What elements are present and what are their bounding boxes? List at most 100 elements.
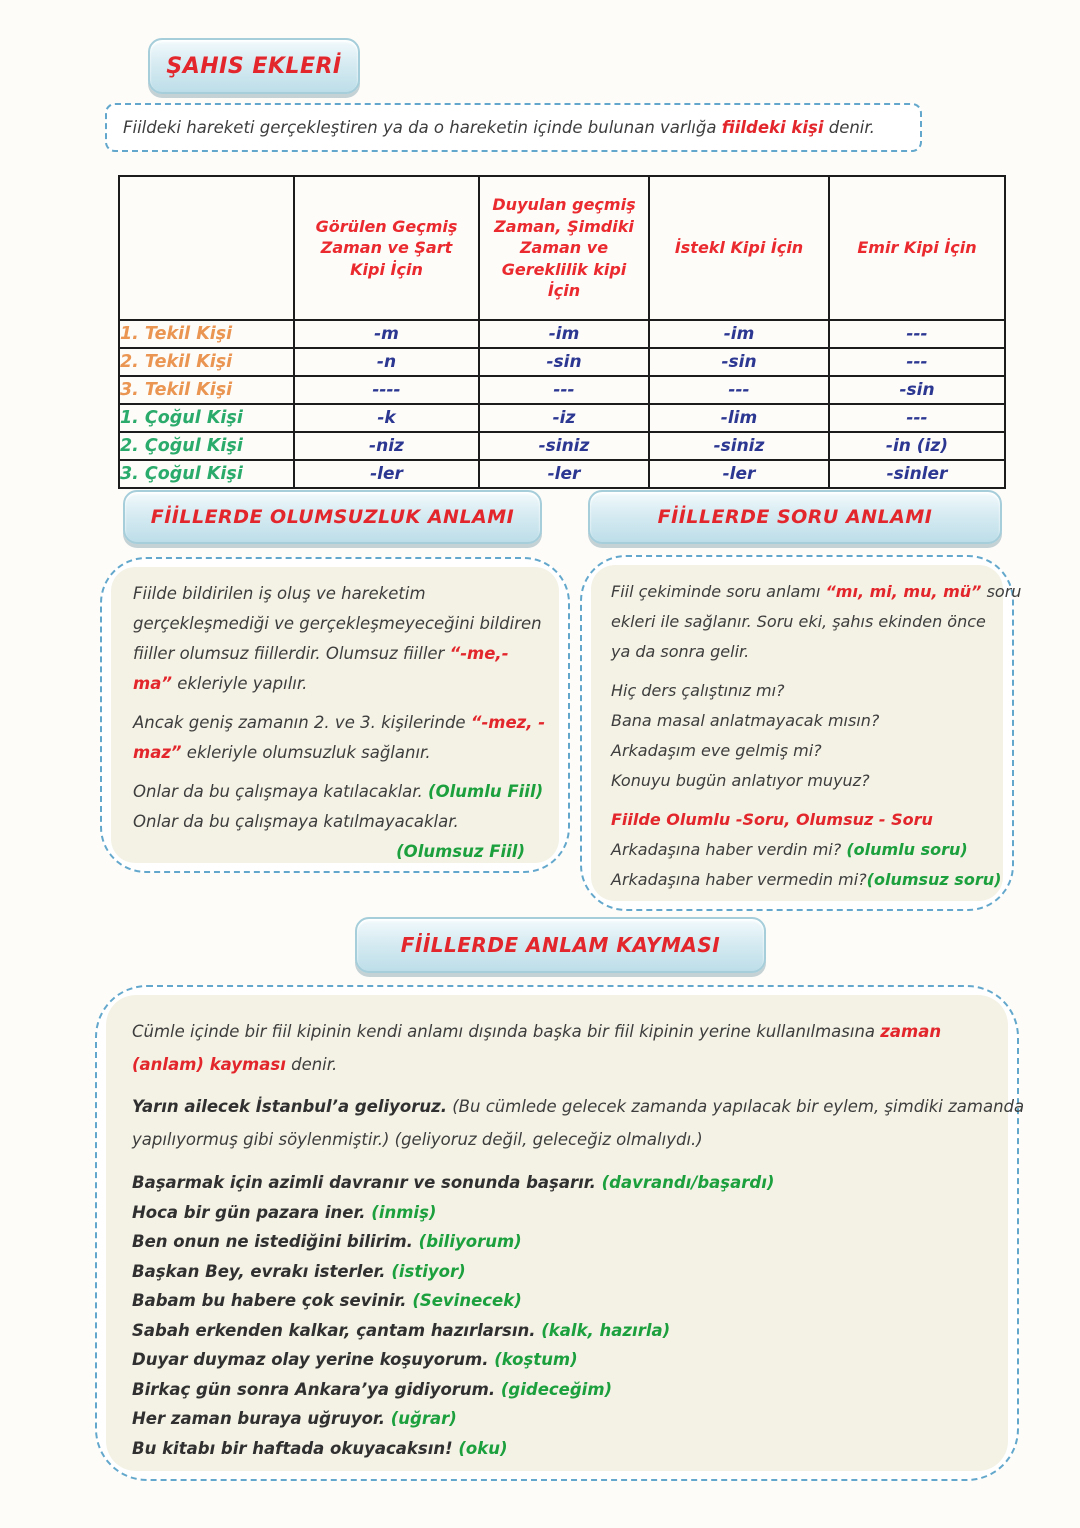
suffix-cell: ---- [293,375,480,405]
suffix-cell: -sin [648,347,830,377]
suffix-cell: -n [293,347,480,377]
negation-suffix-mez-maz: maz” [133,743,182,762]
example-sentence: Yarın ailecek İstanbul’a geliyoruz. [132,1097,447,1116]
example-note: (uğrar) [390,1409,457,1428]
question-text: Fiil çekiminde soru anlamı [611,582,826,601]
negation-text: ekleriyle olumsuzluk sağlanır. [181,743,431,762]
negation-suffix-me-ma: ma” [133,674,172,693]
shift-example: Başarmak için azimli davranır ve sonunda… [132,1168,1008,1198]
suffix-cell: -sin [828,375,1006,405]
intro-highlight: fiildeki kişi [721,118,824,137]
shift-example-list: Başarmak için azimli davranır ve sonunda… [132,1168,1008,1463]
negation-example: Onlar da bu çalışmaya katılmayacaklar. [133,812,459,831]
header-emir-kipi: Emir Kipi İçin [828,175,1006,321]
row-label: 2. Çoğul Kişi [118,431,295,461]
suffix-cell: -ler [478,459,650,489]
suffix-cell: --- [828,319,1006,349]
negation-line: fiiller olumsuz fiillerdir. Olumsuz fiil… [133,639,559,669]
row-label: 3. Çoğul Kişi [118,459,295,489]
question-particles: “mı, mi, mu, mü” [825,582,982,601]
shift-main-example-line: yapılıyormuş gibi söylenmiştir.) (geliyo… [132,1130,703,1149]
suffix-cell: -im [478,319,650,349]
example-note: (Olumlu Fiil) [428,782,544,801]
suffix-cell: -siniz [478,431,650,461]
suffix-cell: -siniz [648,431,830,461]
shift-example: Birkaç gün sonra Ankara’ya gidiyorum. (g… [132,1375,1008,1405]
header-duyulan-gecmis: Duyulan geçmiş Zaman, Şimdiki Zaman ve G… [478,175,650,321]
example-sentence: Başarmak için azimli davranır ve sonunda… [132,1173,602,1192]
suffix-cell: -lim [648,403,830,433]
header-gorulen-gecmis: Görülen Geçmiş Zaman ve Şart Kipi İçin [293,175,480,321]
question-line: Fiil çekiminde soru anlamı “mı, mi, mu, … [611,577,1021,607]
negation-line: gerçekleşmediği ve gerçekleşmeyeceğini b… [133,614,542,633]
question-header: FİİLLERDE SORU ANLAMI [657,506,933,528]
shift-example: Başkan Bey, evrakı isterler. (istiyor) [132,1257,1008,1287]
negation-example: Onlar da bu çalışmaya katılacaklar. (Olu… [133,777,559,807]
table-header-row: Görülen Geçmiş Zaman ve Şart Kipi İçin D… [118,175,1006,321]
shift-text: Cümle içinde bir fiil kipinin kendi anla… [132,1022,881,1041]
example-sentence: Bu kitabı bir haftada okuyacaksın! [132,1438,459,1458]
example-note: (davrandı/başardı) [601,1173,775,1192]
suffix-cell: -iz [478,403,650,433]
example-note: (gideceğim) [500,1379,613,1399]
header-istek-kipi: İstekl Kipi İçin [648,175,830,321]
suffix-cell: -ler [293,459,480,489]
shift-example: Her zaman buraya uğruyor. (uğrar) [132,1404,1008,1434]
suffix-cell: -in (iz) [828,431,1006,461]
shift-example: Bu kitabı bir haftada okuyacaksın! (oku) [132,1434,1008,1464]
page-title: ŞAHIS EKLERİ [166,53,342,79]
example-note: (Sevinecek) [412,1291,522,1310]
example-note: (oku) [458,1438,508,1458]
question-line: ya da sonra gelir. [611,642,750,661]
table-row: 1. Tekil Kişi -m -im -im --- [118,319,1006,349]
example-note: (olumlu soru) [846,840,968,859]
negation-line: Fiilde bildirilen iş oluş ve hareketim [133,584,426,603]
row-label: 2. Tekil Kişi [118,347,295,377]
row-label: 3. Tekil Kişi [118,375,295,405]
question-example: Konuyu bugün anlatıyor muyuz? [611,771,870,790]
question-example: Hiç ders çalıştınız mı? [611,681,785,700]
negation-header: FİİLLERDE OLUMSUZLUK ANLAMI [150,506,515,528]
suffix-cell: -m [293,319,480,349]
table-row: 2. Tekil Kişi -n -sin -sin --- [118,347,1006,377]
example-explanation: (Bu cümlede gelecek zamanda yapılacak bi… [446,1097,1025,1116]
example-sentence: Duyar duymaz olay yerine koşuyorum. [132,1350,495,1369]
negation-line: Ancak geniş zamanın 2. ve 3. kişilerinde… [133,708,559,738]
question-example: Bana masal anlatmayacak mısın? [611,711,880,730]
shift-definition-line: Cümle içinde bir fiil kipinin kendi anla… [132,1015,1008,1048]
negation-line: maz” ekleriyle olumsuzluk sağlanır. [133,738,559,768]
table-row: 1. Çoğul Kişi -k -iz -lim --- [118,403,1006,433]
negation-text: ekleriyle yapılır. [171,674,308,693]
suffix-cell: -ler [648,459,830,489]
question-text: soru [981,582,1022,601]
row-label: 1. Tekil Kişi [118,319,295,349]
intro-post: denir. [823,118,875,137]
shift-definition-line: (anlam) kayması denir. [132,1048,1008,1081]
negation-text: fiiller olumsuz fiillerdir. Olumsuz fiil… [133,644,450,663]
negation-box-content: Fiilde bildirilen iş oluş ve hareketim g… [111,567,559,863]
example-sentence: Sabah erkenden kalkar, çantam hazırlarsı… [132,1320,542,1340]
example-sentence: Ben onun ne istediğini bilirim. [132,1232,419,1251]
shift-term: (anlam) kayması [132,1055,286,1074]
example-sentence: Her zaman buraya uğruyor. [132,1409,391,1428]
example-note: (kalk, hazırla) [541,1320,671,1340]
shift-box-content: Cümle içinde bir fiil kipinin kendi anla… [106,995,1024,1471]
shift-example: Sabah erkenden kalkar, çantam hazırlarsı… [132,1316,1008,1346]
example-note: (inmiş) [371,1202,437,1222]
negation-box: Fiilde bildirilen iş oluş ve hareketim g… [100,557,570,873]
suffix-cell: --- [648,375,830,405]
negation-header-plaque: FİİLLERDE OLUMSUZLUK ANLAMI [123,490,542,544]
shift-header-plaque: FİİLLERDE ANLAM KAYMASI [355,917,766,973]
person-suffix-table: Görülen Geçmiş Zaman ve Şart Kipi İçin D… [118,175,1006,489]
shift-header: FİİLLERDE ANLAM KAYMASI [400,933,721,957]
header-empty-cell [118,175,295,321]
example-sentence: Birkaç gün sonra Ankara’ya gidiyorum. [132,1379,501,1399]
suffix-cell: --- [478,375,650,405]
suffix-cell: -k [293,403,480,433]
question-line: ekleri ile sağlanır. Soru eki, şahıs eki… [611,612,986,631]
question-box-content: Fiil çekiminde soru anlamı “mı, mi, mu, … [591,565,1021,901]
shift-term: zaman [880,1022,942,1041]
negation-suffix-me-ma: “-me,- [449,644,509,663]
negation-suffix-mez-maz: “-mez, - [470,713,546,732]
